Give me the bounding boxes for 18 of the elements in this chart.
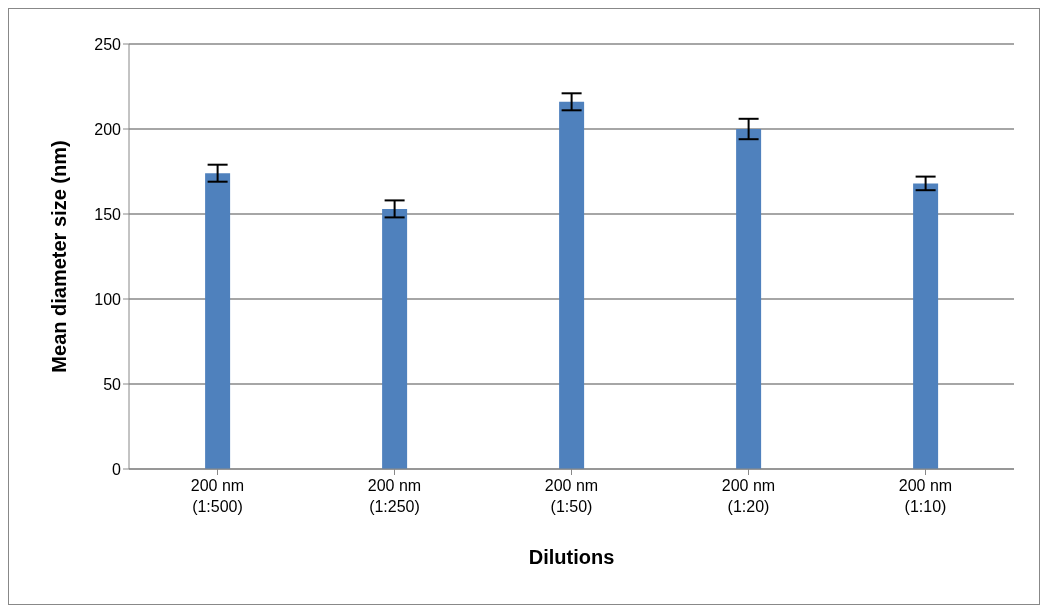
x-tick-label: 200 nm (1:20) [721,477,776,515]
bar [559,101,585,469]
y-tick-label: 200 [94,120,122,138]
y-tick-label: 100 [94,290,122,308]
bar [382,208,408,469]
x-tick-label: 200 nm (1:500) [190,477,245,515]
y-axis-title: Mean diameter size (nm) [48,140,71,373]
bar [205,173,231,469]
x-tick-label: 200 nm (1:50) [544,477,599,515]
bar [736,129,762,469]
y-tick-label: 0 [112,460,122,478]
x-axis-title: Dilutions [528,546,615,568]
y-tick-label: 250 [94,35,122,53]
y-tick-label: 50 [103,375,122,393]
x-tick-label: 200 nm (1:250) [367,477,422,515]
y-tick-label: 150 [94,205,122,223]
bar [913,183,939,469]
x-tick-label: 200 nm (1:10) [898,477,953,515]
